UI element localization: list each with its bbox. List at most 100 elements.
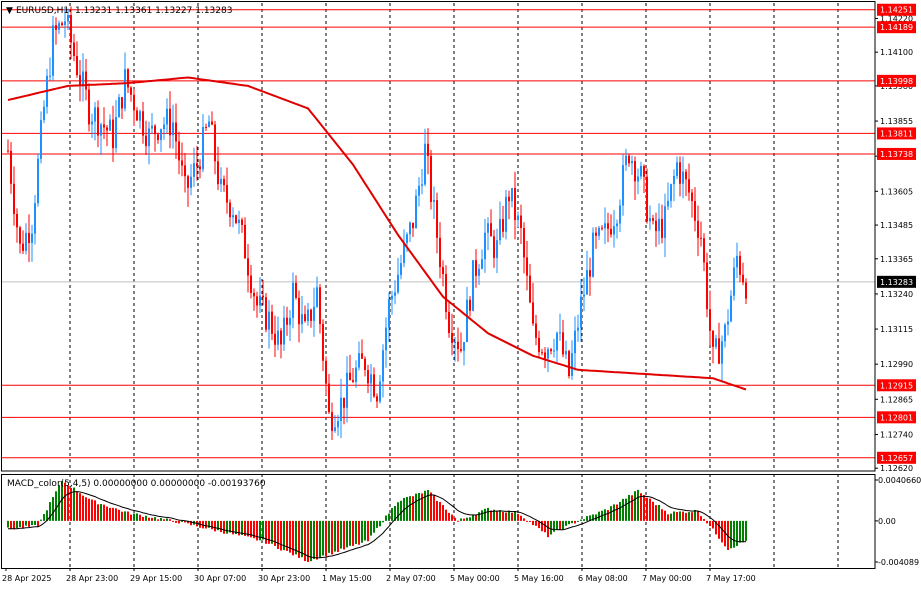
- candle-body: [655, 220, 657, 232]
- candle-body: [28, 232, 30, 244]
- macd-histogram-bar: [643, 495, 645, 521]
- candle-body: [697, 220, 699, 238]
- price-tick-label: 1.12740: [880, 430, 913, 439]
- candle-body: [436, 200, 438, 238]
- macd-histogram-bar: [328, 520, 330, 553]
- candle-body: [565, 351, 567, 355]
- candle-body: [229, 202, 231, 218]
- candle-body: [640, 166, 642, 177]
- macd-histogram-bar: [568, 520, 570, 525]
- candle-body: [487, 223, 489, 233]
- macd-histogram-bar: [640, 493, 642, 521]
- macd-histogram-bar: [181, 520, 183, 522]
- candle-body: [301, 314, 303, 325]
- time-tick-label: 5 May 00:00: [450, 574, 500, 583]
- dropdown-triangle-icon[interactable]: ▼: [6, 6, 13, 16]
- candle-body: [454, 341, 456, 343]
- candle-body: [457, 341, 459, 350]
- candle-body: [649, 218, 651, 222]
- macd-histogram-bar: [187, 520, 189, 524]
- candle-body: [337, 420, 339, 428]
- candle-body: [424, 143, 426, 185]
- macd-histogram-bar: [397, 502, 399, 521]
- candle-body: [730, 295, 732, 322]
- macd-histogram-bar: [109, 507, 111, 521]
- macd-histogram-bar: [574, 520, 576, 524]
- macd-histogram-bar: [547, 520, 549, 538]
- macd-histogram-bar: [76, 491, 78, 521]
- candle-body: [145, 135, 147, 147]
- candle-body: [475, 260, 477, 276]
- macd-histogram-bar: [229, 520, 231, 533]
- macd-histogram-bar: [151, 517, 153, 521]
- candle-body: [55, 25, 57, 30]
- macd-histogram-bar: [493, 509, 495, 521]
- candle-body: [481, 259, 483, 269]
- candle-body: [40, 120, 42, 159]
- macd-histogram-bar: [475, 515, 477, 521]
- candle-body: [97, 107, 99, 136]
- candle-body: [685, 171, 687, 180]
- macd-histogram-bar: [391, 508, 393, 521]
- moving-average-line: [7, 76, 747, 391]
- macd-histogram-bar: [46, 510, 48, 521]
- time-tick-label: 29 Apr 15:00: [130, 574, 182, 583]
- macd-histogram-bar: [283, 520, 285, 551]
- macd-histogram-bar: [595, 514, 597, 521]
- candle-body: [313, 306, 315, 321]
- candle-body: [187, 176, 189, 188]
- price-tick-label: 1.12990: [880, 360, 913, 369]
- candle-body: [550, 349, 552, 352]
- macd-layer: [7, 481, 747, 562]
- macd-histogram-bar: [154, 517, 156, 521]
- macd-histogram-bar: [175, 520, 177, 523]
- candle-body: [259, 295, 261, 306]
- macd-histogram-bar: [580, 519, 582, 521]
- candle-body: [400, 263, 402, 275]
- macd-histogram-bar: [61, 481, 63, 521]
- candle-body: [121, 97, 123, 109]
- candle-body: [427, 143, 429, 156]
- macd-histogram-bar: [88, 498, 90, 521]
- macd-histogram-bar: [712, 520, 714, 529]
- candle-body: [703, 238, 705, 263]
- candle-body: [166, 108, 168, 125]
- macd-histogram-bar: [367, 520, 369, 542]
- macd-histogram-bar: [586, 516, 588, 521]
- macd-histogram-bar: [577, 520, 579, 522]
- candle-body: [118, 97, 120, 118]
- macd-histogram-bar: [91, 499, 93, 521]
- macd-histogram-bar: [376, 520, 378, 528]
- macd-tick-label: 0.0040660: [878, 476, 921, 485]
- macd-histogram-bar: [400, 500, 402, 521]
- header-layer: ▼ EURUSD,H1 1.13231 1.13361 1.13227 1.13…: [6, 6, 266, 489]
- macd-histogram-bar: [262, 520, 264, 540]
- candle-body: [430, 155, 432, 202]
- level-price-box: [877, 147, 916, 160]
- candle-body: [265, 297, 267, 330]
- macd-histogram-bar: [535, 520, 537, 526]
- ohlc-values: 1.13231 1.13361 1.13227 1.13283: [75, 6, 232, 16]
- macd-histogram-bar: [454, 517, 456, 521]
- candle-body: [139, 111, 141, 121]
- candle-body: [106, 127, 108, 131]
- candle-body: [322, 323, 324, 361]
- candle-body: [43, 106, 45, 121]
- macd-histogram-bar: [703, 518, 705, 521]
- macd-histogram-bar: [286, 520, 288, 551]
- price-tick-label: 1.14100: [880, 48, 913, 57]
- candle-body: [190, 176, 192, 188]
- macd-histogram-bar: [589, 515, 591, 521]
- frame-layer: [1, 1, 876, 569]
- level-price-box: [877, 74, 916, 87]
- macd-histogram-bar: [67, 485, 69, 521]
- macd-histogram-bar: [472, 515, 474, 521]
- macd-histogram-bar: [280, 520, 282, 551]
- macd-histogram-bar: [658, 505, 660, 521]
- symbol-label: EURUSD,H1: [16, 6, 69, 16]
- macd-histogram-bar: [682, 511, 684, 521]
- candle-body: [535, 323, 537, 338]
- candle-body: [505, 196, 507, 232]
- macd-histogram-bar: [145, 515, 147, 521]
